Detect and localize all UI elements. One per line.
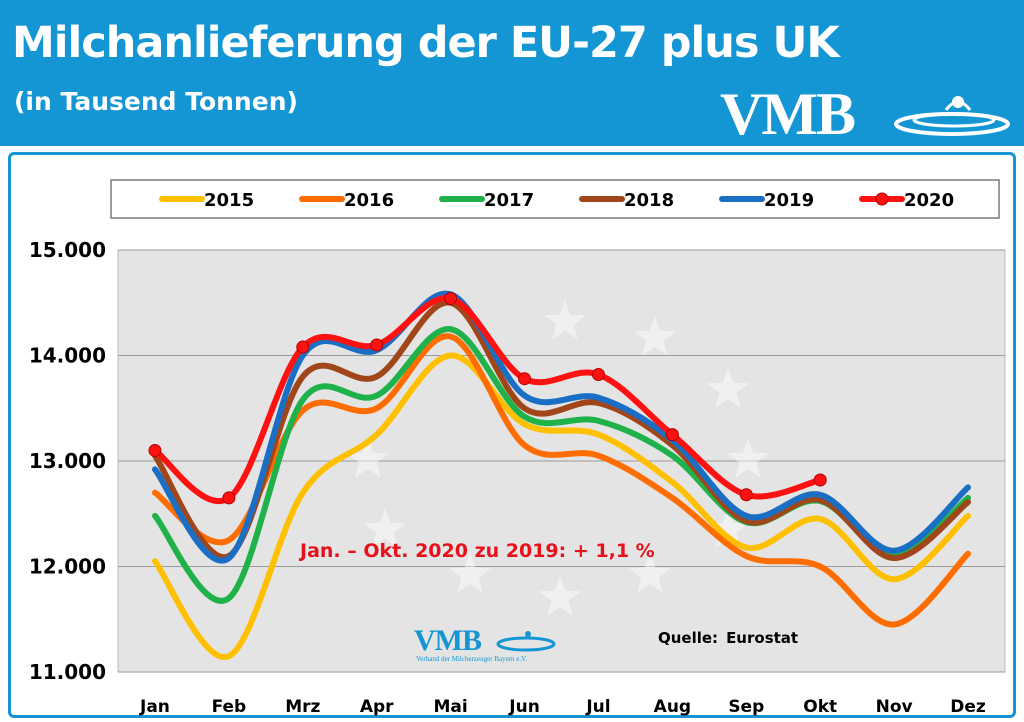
legend-label-2018: 2018 [624,190,674,211]
data-point-2020 [518,372,532,386]
x-tick-label: Nov [876,697,913,717]
series-line-2015 [152,352,971,661]
x-tick-label: Okt [803,697,837,717]
eu-star-icon [634,316,676,356]
source-label: Quelle: [658,629,719,647]
y-tick-label: 11.000 [29,660,106,684]
legend-label-2015: 2015 [204,190,254,211]
data-point-2020 [444,292,458,306]
y-tick-label: 13.000 [29,449,106,473]
eu-star-icon [727,438,769,478]
x-tick-label: Mai [434,697,468,717]
vmb-watermark-swoosh-icon [496,631,556,652]
x-tick-label: Feb [212,697,247,717]
series-line-2018 [152,299,971,562]
x-tick-label: Jan [139,697,170,717]
eu-star-icon [629,553,671,593]
x-tick-label: Dez [950,697,986,717]
data-point-2020 [222,491,236,505]
eu-star-icon [449,553,491,593]
annotation-text: Jan. – Okt. 2020 zu 2019: + 1,1 % [300,540,655,562]
vmb-watermark-logo: VMB Verband der Milcherzeuger Bayern e.V… [408,624,568,668]
eu-star-icon [347,438,389,478]
data-point-2020 [148,443,162,457]
legend-marker-2020 [875,192,889,206]
legend-box [110,179,1000,219]
x-tick-label: Jun [508,697,540,717]
data-point-2020 [739,488,753,502]
eu-star-icon [707,368,749,408]
x-tick-label: Sep [728,697,764,717]
data-point-2020 [665,428,679,442]
legend-label-2019: 2019 [764,190,814,211]
y-tick-label: 14.000 [29,344,106,368]
series-line-2019 [152,290,971,564]
x-tick-label: Apr [360,697,394,717]
legend-label-2016: 2016 [344,190,394,211]
vmb-logo-text: VMB [720,81,856,147]
vmb-swoosh-icon [894,96,1010,136]
series-line-2020 [152,295,824,504]
data-point-2020 [370,338,384,352]
x-tick-label: Mrz [285,697,320,717]
vmb-watermark-text: VMB [414,624,482,657]
data-point-2020 [813,473,827,487]
header-banner: Milchanlieferung der EU-27 plus UK (in T… [0,0,1024,146]
y-tick-label: 12.000 [29,555,106,579]
eu-star-icon [544,300,586,340]
chart-subtitle: (in Tausend Tonnen) [14,87,298,116]
vmb-logo: VMB [720,82,1020,146]
x-tick-label: Aug [654,697,691,717]
data-point-2020 [296,340,310,354]
chart-title: Milchanlieferung der EU-27 plus UK [12,18,840,68]
legend-label-2020: 2020 [904,190,954,211]
data-point-2020 [591,367,605,381]
legend-label-2017: 2017 [484,190,534,211]
vmb-watermark-subtext: Verband der Milcherzeuger Bayern e.V. [416,655,528,663]
source-note: Quelle: Eurostat [658,629,806,647]
eu-star-icon [364,508,406,548]
x-tick-label: Jul [585,697,610,717]
source-value: Eurostat [726,629,799,647]
eu-star-icon [707,508,749,548]
eu-star-icon [539,576,581,616]
y-tick-label: 15.000 [29,238,106,262]
